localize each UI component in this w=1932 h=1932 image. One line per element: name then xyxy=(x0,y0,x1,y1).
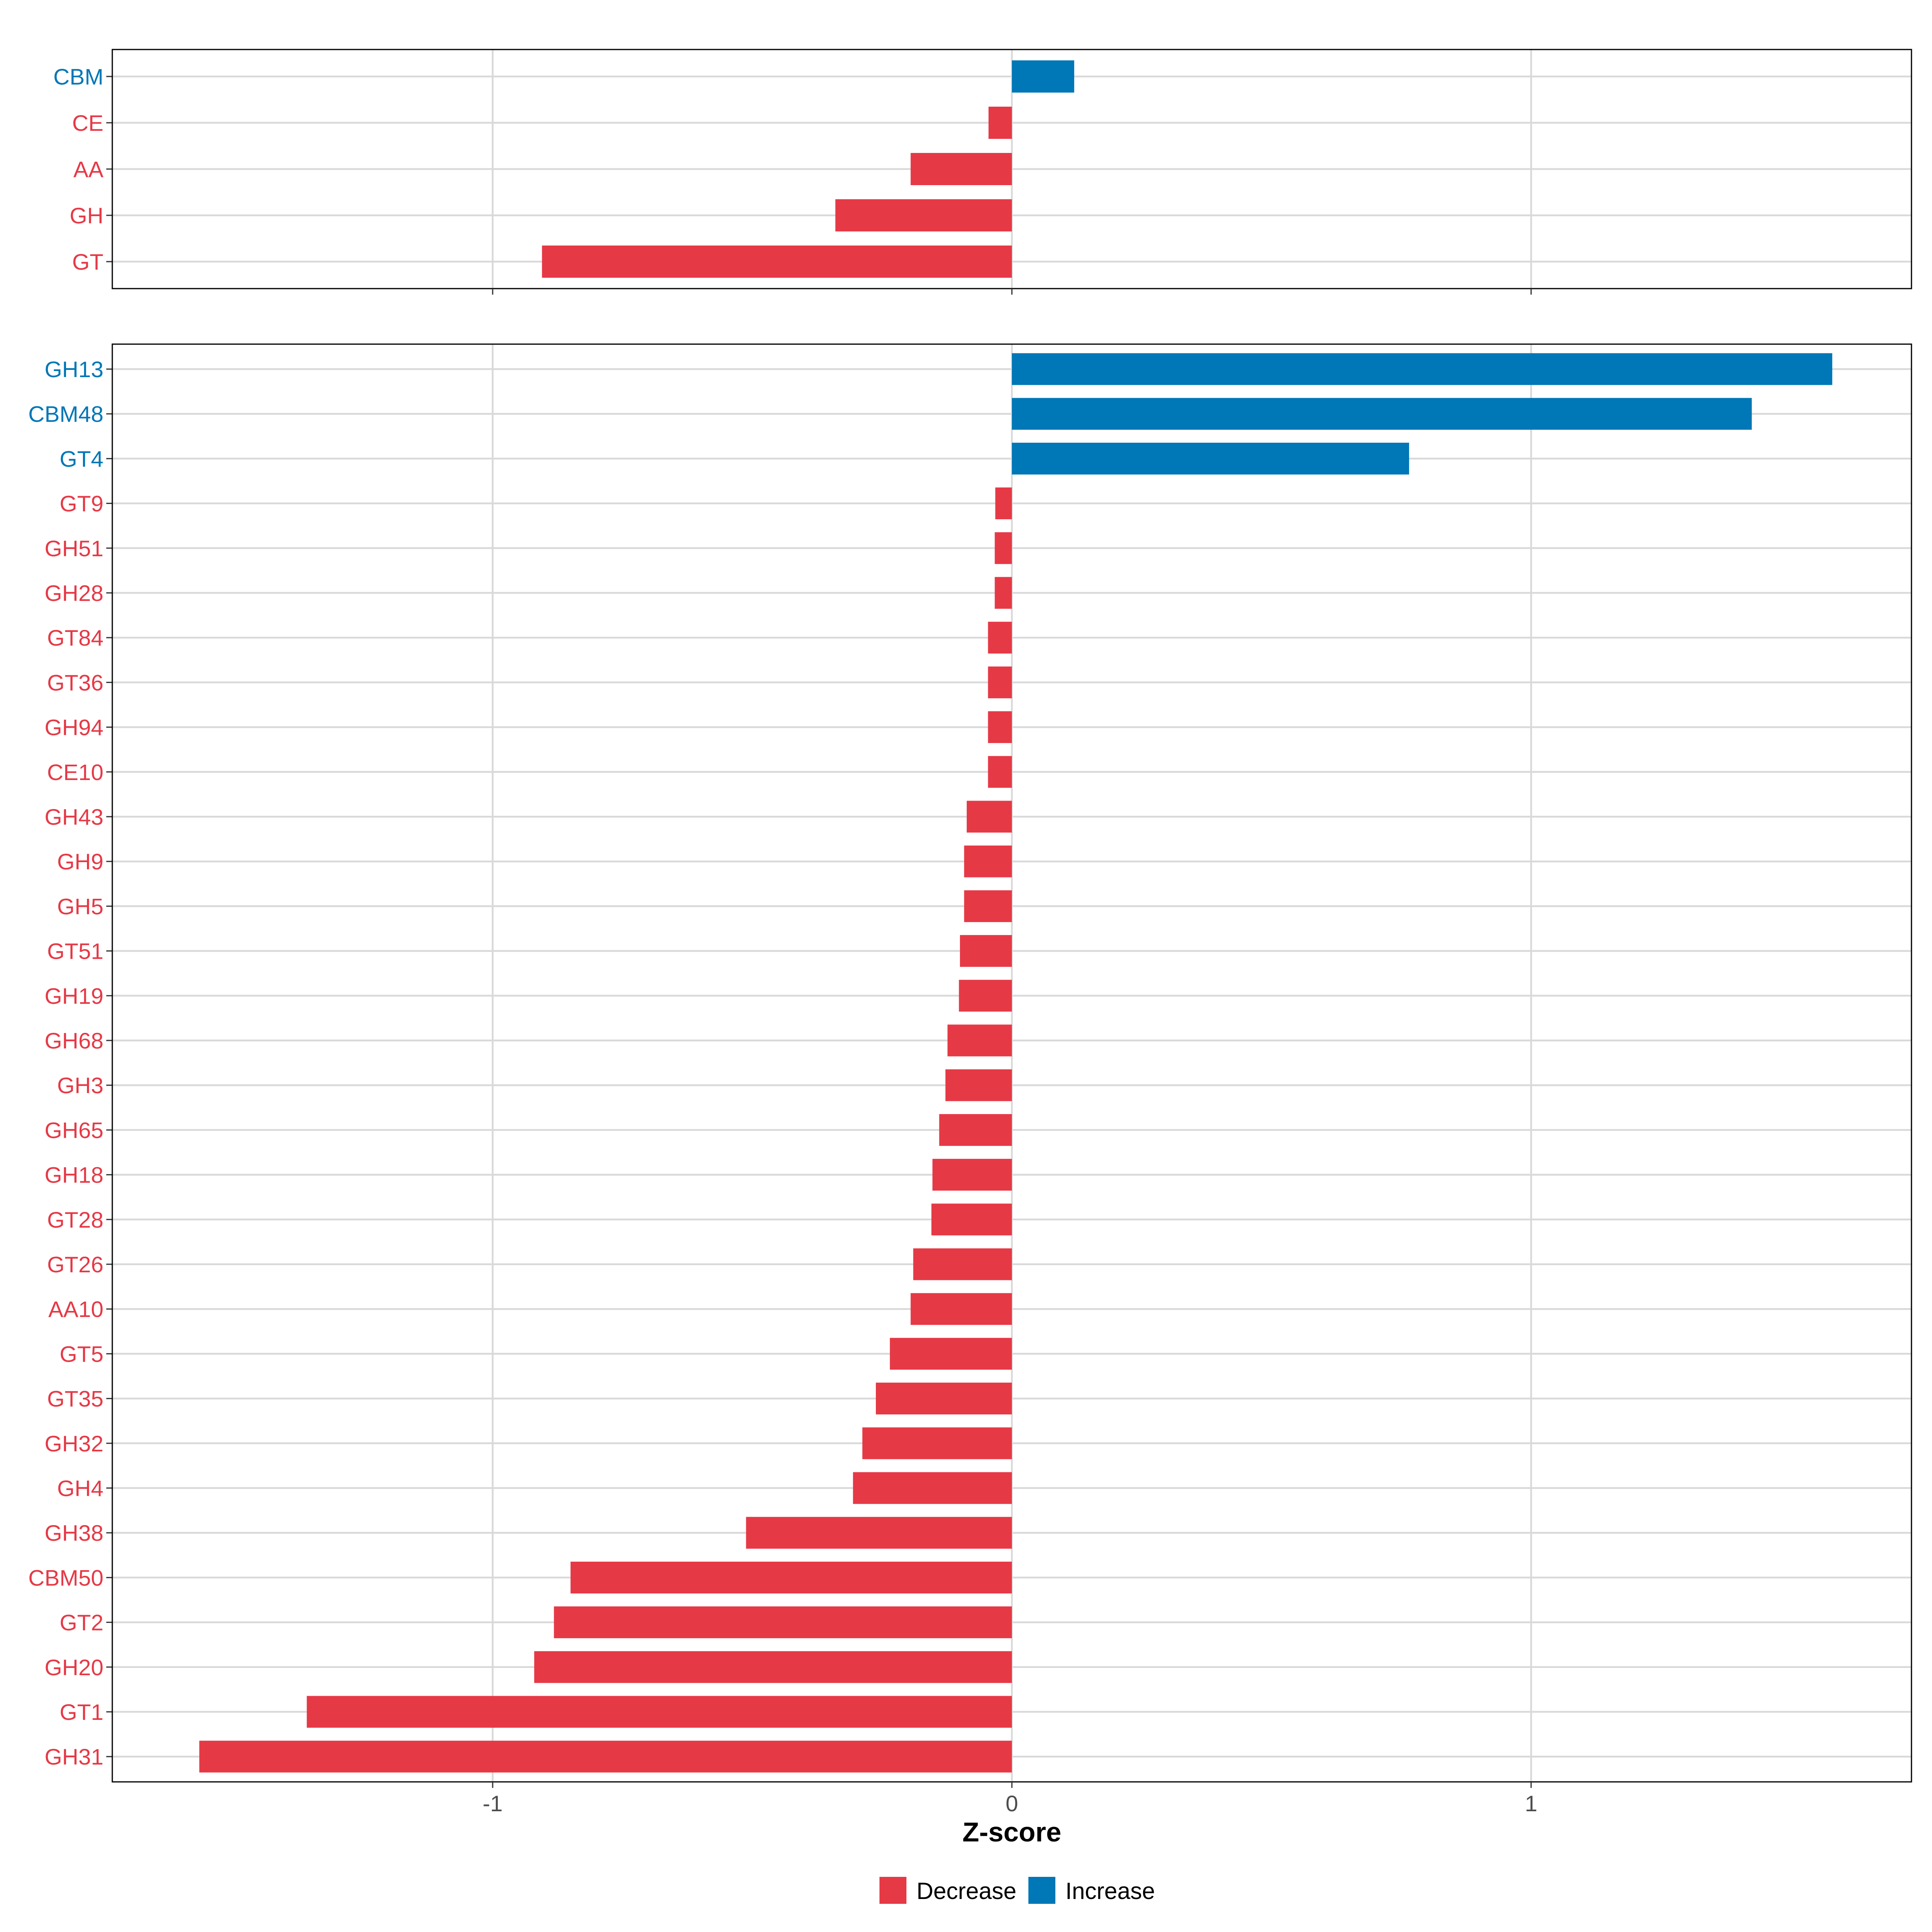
bar-gh43 xyxy=(966,801,1012,833)
y-tick-label-ce: CE xyxy=(72,110,103,136)
bar-gt51 xyxy=(960,935,1012,967)
panel-top: CBM CE AA GH GT xyxy=(54,49,1912,295)
y-tick-label-aa10: AA10 xyxy=(48,1296,103,1322)
bar-ce10 xyxy=(988,756,1012,788)
bar-gt5 xyxy=(890,1338,1012,1370)
x-axis: -1 0 1 xyxy=(483,1791,1537,1816)
bar-gh18 xyxy=(932,1159,1012,1191)
bar-gt9 xyxy=(995,487,1012,520)
y-tick-label-gh32: GH32 xyxy=(45,1431,103,1456)
bar-gt84 xyxy=(988,621,1012,654)
y-tick-label-gt51: GT51 xyxy=(47,939,103,964)
y-tick-label-gh65: GH65 xyxy=(45,1117,103,1143)
bar-gt2 xyxy=(554,1606,1012,1639)
bar-cbm xyxy=(1012,60,1074,93)
bar-gh19 xyxy=(959,980,1012,1012)
bar-gh4 xyxy=(853,1472,1012,1504)
y-tick-label-gh38: GH38 xyxy=(45,1520,103,1546)
legend-key-increase xyxy=(1028,1877,1055,1904)
y-tick-label-gt: GT xyxy=(72,249,103,275)
y-tick-label-gh28: GH28 xyxy=(45,580,103,606)
bar-gh20 xyxy=(534,1651,1012,1683)
y-tick-label-gh31: GH31 xyxy=(45,1744,103,1769)
y-tick-label-gh: GH xyxy=(70,203,103,228)
y-tick-label-gh5: GH5 xyxy=(57,894,103,919)
bar-gt4 xyxy=(1012,442,1409,475)
bar-gh32 xyxy=(862,1427,1012,1459)
y-tick-label-gh18: GH18 xyxy=(45,1162,103,1188)
y-tick-label-gh13: GH13 xyxy=(45,357,103,382)
legend-label-increase: Increase xyxy=(1065,1878,1155,1904)
bar-gh68 xyxy=(947,1024,1012,1057)
y-tick-label-gh43: GH43 xyxy=(45,804,103,830)
y-tick-label-gt5: GT5 xyxy=(60,1341,103,1366)
bar-gt26 xyxy=(913,1248,1012,1280)
y-tick-label-gt1: GT1 xyxy=(60,1699,103,1725)
bar-gt1 xyxy=(307,1696,1012,1728)
y-tick-label-gt9: GT9 xyxy=(60,491,103,516)
bar-gh51 xyxy=(995,532,1012,564)
y-tick-label-cbm48: CBM48 xyxy=(28,401,103,427)
bar-aa10 xyxy=(910,1293,1012,1325)
y-tick-label-ce10: CE10 xyxy=(47,760,103,785)
bar-gt28 xyxy=(931,1203,1012,1236)
y-tick-label-gh4: GH4 xyxy=(57,1476,103,1501)
legend-key-decrease xyxy=(879,1877,906,1904)
y-tick-label-gt36: GT36 xyxy=(47,670,103,695)
y-tick-label-gt4: GT4 xyxy=(60,446,103,471)
bar-cbm48 xyxy=(1012,398,1752,430)
bar-gh31 xyxy=(199,1740,1012,1773)
bar-gt35 xyxy=(876,1383,1012,1415)
y-tick-label-gh9: GH9 xyxy=(57,849,103,874)
y-tick-label-aa: AA xyxy=(73,157,103,182)
bar-aa xyxy=(910,153,1012,185)
bar-gh3 xyxy=(945,1069,1012,1101)
y-tick-label-gh68: GH68 xyxy=(45,1028,103,1053)
bar-ce xyxy=(988,107,1012,139)
bar-gh13 xyxy=(1012,353,1833,385)
y-tick-label-gh94: GH94 xyxy=(45,715,103,740)
bar-gh5 xyxy=(964,890,1012,922)
y-tick-label-gt35: GT35 xyxy=(47,1386,103,1412)
bar-gh94 xyxy=(988,711,1012,743)
bar-gh65 xyxy=(939,1114,1012,1146)
x-axis-title: Z-score xyxy=(962,1817,1061,1847)
y-tick-label-gh3: GH3 xyxy=(57,1073,103,1098)
y-tick-label-gt2: GT2 xyxy=(60,1610,103,1635)
y-tick-label-cbm: CBM xyxy=(54,64,103,89)
y-tick-label-gh51: GH51 xyxy=(45,536,103,561)
bar-gh xyxy=(835,199,1012,231)
legend: Decrease Increase xyxy=(879,1877,1155,1904)
y-tick-label-gt28: GT28 xyxy=(47,1207,103,1232)
bar-gt36 xyxy=(988,666,1012,698)
panel-bottom: GH13 CBM48 GT4 GT9 GH51 GH28 GT84 GT36 GH94 CE10 G… xyxy=(28,343,1912,1788)
bar-cbm50 xyxy=(570,1561,1012,1593)
legend-label-decrease: Decrease xyxy=(916,1878,1016,1904)
bar-gh9 xyxy=(964,845,1012,877)
y-tick-label-gh19: GH19 xyxy=(45,983,103,1009)
y-tick-label-cbm50: CBM50 xyxy=(28,1565,103,1590)
y-tick-label-gt84: GT84 xyxy=(47,625,103,650)
x-tick-label: -1 xyxy=(483,1791,503,1816)
bar-gh38 xyxy=(746,1517,1012,1549)
bar-gh28 xyxy=(995,577,1012,609)
x-tick-label: 0 xyxy=(1005,1791,1018,1816)
bar-gt xyxy=(542,246,1012,278)
y-tick-label-gt26: GT26 xyxy=(47,1252,103,1277)
x-tick-label: 1 xyxy=(1525,1791,1537,1816)
y-tick-label-gh20: GH20 xyxy=(45,1655,103,1680)
